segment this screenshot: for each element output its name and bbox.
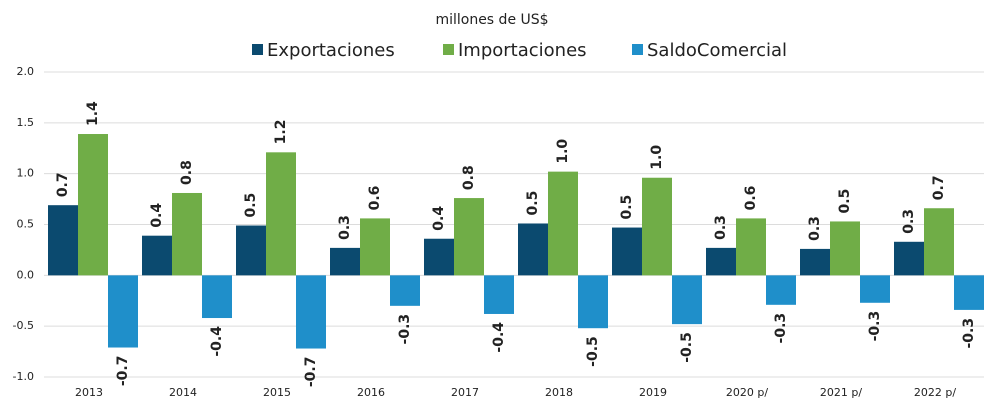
bar [860, 275, 890, 303]
bar [518, 223, 548, 276]
bar [454, 198, 484, 276]
bar [800, 248, 830, 276]
x-tick-label: 2013 [75, 386, 103, 399]
data-label: -0.3 [773, 313, 789, 344]
y-tick-label: 1.0 [17, 167, 35, 180]
bar [672, 275, 702, 325]
bar [642, 177, 672, 276]
bar [924, 208, 954, 276]
legend-label: SaldoComercial [647, 40, 787, 61]
bar [108, 275, 138, 348]
bar [236, 225, 266, 276]
bar [766, 275, 796, 305]
legend-swatch [632, 44, 643, 55]
bar [78, 134, 108, 276]
bar [142, 235, 172, 276]
x-tick-label: 2022 p/ [914, 386, 956, 399]
data-label: -0.3 [867, 311, 883, 342]
bar [390, 275, 420, 306]
data-label: 0.5 [243, 193, 259, 218]
bar [202, 275, 232, 319]
y-tick-label: 2.0 [17, 65, 35, 78]
data-label: 0.5 [619, 195, 635, 220]
bar [578, 275, 608, 329]
data-label: 0.8 [461, 165, 477, 190]
bar [830, 221, 860, 276]
data-label: -0.3 [961, 318, 977, 349]
bar [48, 205, 78, 276]
y-tick-label: 0.5 [17, 218, 35, 231]
data-label: 1.0 [555, 139, 571, 164]
bar [424, 238, 454, 276]
x-tick-label: 2015 [263, 386, 291, 399]
data-label: 0.6 [743, 186, 759, 211]
bar [954, 275, 984, 310]
data-label: 0.4 [149, 203, 165, 228]
bar [706, 247, 736, 276]
x-tick-label: 2018 [545, 386, 573, 399]
data-label: 0.3 [901, 209, 917, 234]
y-tick-label: 1.5 [17, 116, 35, 129]
data-label: 0.6 [367, 186, 383, 211]
bar [484, 275, 514, 314]
y-tick-label: -0.5 [13, 319, 34, 332]
bar [612, 227, 642, 276]
bar [296, 275, 326, 349]
data-label: 0.5 [525, 191, 541, 216]
data-label: 1.0 [649, 145, 665, 170]
legend-swatch [443, 44, 454, 55]
legend-label: Importaciones [458, 40, 587, 61]
x-tick-label: 2017 [451, 386, 479, 399]
data-label: -0.7 [303, 357, 319, 388]
data-label: -0.3 [397, 314, 413, 345]
legend-label: Exportaciones [267, 40, 395, 61]
data-label: 0.4 [431, 206, 447, 231]
x-tick-label: 2014 [169, 386, 197, 399]
y-tick-label: 0.0 [17, 268, 35, 281]
bar [330, 247, 360, 276]
bar [894, 241, 924, 276]
data-label: -0.4 [209, 326, 225, 357]
data-label: -0.5 [679, 332, 695, 363]
data-label: 0.3 [807, 216, 823, 241]
data-label: 0.5 [837, 189, 853, 214]
x-tick-label: 2019 [639, 386, 667, 399]
data-label: -0.4 [491, 322, 507, 353]
legend-swatch [252, 44, 263, 55]
chart-subtitle: millones de US$ [435, 12, 548, 28]
bar [172, 192, 202, 276]
x-tick-label: 2021 p/ [820, 386, 862, 399]
data-label: 1.2 [273, 120, 289, 145]
bar [266, 152, 296, 276]
data-label: 0.8 [179, 160, 195, 185]
data-label: -0.7 [115, 356, 131, 387]
data-label: 0.7 [931, 175, 947, 200]
y-tick-label: -1.0 [13, 370, 34, 383]
data-label: 0.7 [55, 172, 71, 197]
bar [736, 218, 766, 276]
bar [360, 218, 390, 276]
data-label: 0.3 [713, 215, 729, 240]
x-tick-label: 2020 p/ [726, 386, 768, 399]
x-tick-label: 2016 [357, 386, 385, 399]
data-label: 1.4 [85, 101, 101, 126]
data-label: 0.3 [337, 215, 353, 240]
data-label: -0.5 [585, 336, 601, 367]
bar [548, 171, 578, 276]
